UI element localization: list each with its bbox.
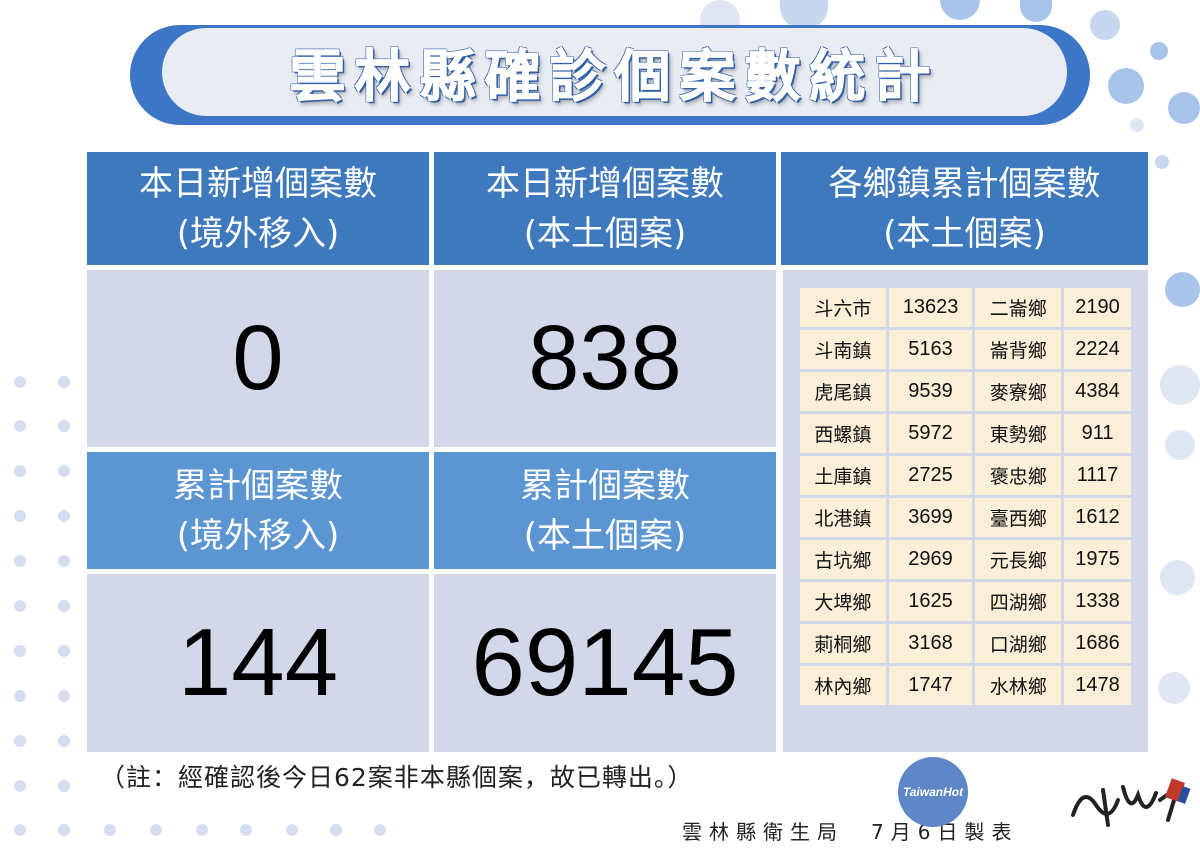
header-line: (境外移入) bbox=[176, 515, 340, 556]
township-name: 臺西鄉 bbox=[975, 498, 1062, 537]
note-text: （註：經確認後今日62案非本縣個案，故已轉出。） bbox=[100, 763, 694, 792]
township-row: 西螺鎮 5972 東勢鄉 911 bbox=[800, 414, 1131, 453]
header-line: 本日新增個案數 bbox=[486, 163, 724, 204]
township-row: 斗六市 13623 二崙鄉 2190 bbox=[800, 288, 1131, 327]
township-count: 5972 bbox=[888, 414, 973, 453]
decor-circle bbox=[1168, 92, 1200, 124]
township-name: 麥寮鄉 bbox=[975, 372, 1062, 411]
township-name: 大埤鄉 bbox=[800, 582, 886, 621]
township-count: 1686 bbox=[1064, 624, 1131, 663]
township-row: 大埤鄉 1625 四湖鄉 1338 bbox=[800, 582, 1131, 621]
township-name: 褒忠鄉 bbox=[975, 456, 1062, 495]
township-count: 3699 bbox=[888, 498, 973, 537]
decor-circle bbox=[1108, 68, 1144, 104]
header-line: (本土個案) bbox=[883, 213, 1046, 254]
decor-circle bbox=[1160, 560, 1195, 595]
page-title: 雲林縣確診個案數統計 bbox=[289, 44, 940, 110]
header-line: (境外移入) bbox=[176, 213, 340, 254]
township-name: 莿桐鄉 bbox=[800, 624, 886, 663]
township-name: 斗六市 bbox=[800, 288, 886, 327]
township-name: 東勢鄉 bbox=[975, 414, 1062, 453]
header-daily-imported: 本日新增個案數 (境外移入) bbox=[87, 152, 429, 265]
township-count: 911 bbox=[1064, 414, 1131, 453]
township-name: 北港鎮 bbox=[800, 498, 886, 537]
township-name: 斗南鎮 bbox=[800, 330, 886, 369]
value-total-imported: 144 bbox=[87, 574, 429, 752]
township-count: 1975 bbox=[1064, 540, 1131, 579]
township-count: 4384 bbox=[1064, 372, 1131, 411]
value-total-local: 69145 bbox=[434, 574, 776, 752]
township-count: 3168 bbox=[888, 624, 973, 663]
township-count: 2190 bbox=[1064, 288, 1131, 327]
value-daily-imported: 0 bbox=[87, 270, 429, 447]
header-line: (本土個案) bbox=[523, 515, 687, 556]
header-daily-local: 本日新增個案數 (本土個案) bbox=[434, 152, 776, 265]
footer-text: 雲林縣衛生局 7月6日製表 bbox=[682, 820, 1019, 844]
taiwanhot-logo: TaiwanHot bbox=[898, 757, 968, 827]
township-name: 土庫鎮 bbox=[800, 456, 886, 495]
township-count: 1478 bbox=[1064, 666, 1131, 705]
decor-circle bbox=[940, 0, 980, 20]
township-row: 林內鄉 1747 水林鄉 1478 bbox=[800, 666, 1131, 705]
township-count: 2725 bbox=[888, 456, 973, 495]
township-count: 1117 bbox=[1064, 456, 1131, 495]
value-daily-local: 838 bbox=[434, 270, 776, 447]
township-count: 1747 bbox=[888, 666, 973, 705]
decor-circle bbox=[1155, 155, 1169, 169]
decor-circle bbox=[1165, 430, 1195, 460]
township-row: 土庫鎮 2725 褒忠鄉 1117 bbox=[800, 456, 1131, 495]
decor-circle bbox=[1150, 42, 1168, 60]
township-name: 古坑鄉 bbox=[800, 540, 886, 579]
township-count: 9539 bbox=[888, 372, 973, 411]
township-name: 口湖鄉 bbox=[975, 624, 1062, 663]
township-count: 2224 bbox=[1064, 330, 1131, 369]
township-row: 莿桐鄉 3168 口湖鄉 1686 bbox=[800, 624, 1131, 663]
header-total-imported: 累計個案數 (境外移入) bbox=[87, 452, 429, 569]
township-row: 古坑鄉 2969 元長鄉 1975 bbox=[800, 540, 1131, 579]
header-line: 本日新增個案數 bbox=[139, 163, 377, 204]
township-name: 虎尾鎮 bbox=[800, 372, 886, 411]
township-name: 四湖鄉 bbox=[975, 582, 1062, 621]
township-row: 虎尾鎮 9539 麥寮鄉 4384 bbox=[800, 372, 1131, 411]
township-name: 西螺鎮 bbox=[800, 414, 886, 453]
signature-logo bbox=[1071, 778, 1191, 827]
header-total-local: 累計個案數 (本土個案) bbox=[434, 452, 776, 569]
township-row: 北港鎮 3699 臺西鄉 1612 bbox=[800, 498, 1131, 537]
township-count: 1338 bbox=[1064, 582, 1131, 621]
township-count: 1612 bbox=[1064, 498, 1131, 537]
township-count: 5163 bbox=[888, 330, 973, 369]
decor-circle bbox=[1020, 0, 1052, 22]
township-count: 2969 bbox=[888, 540, 973, 579]
decor-circle bbox=[1158, 672, 1190, 704]
decor-circle bbox=[1160, 365, 1200, 405]
township-table: 斗六市 13623 二崙鄉 2190 斗南鎮 5163 崙背鄉 2224 虎尾鎮 9539 麥寮鄉 4… bbox=[797, 285, 1134, 708]
header-line: 各鄉鎮累計個案數 bbox=[828, 163, 1101, 204]
decor-circle bbox=[1165, 272, 1200, 307]
title-inner: 雲林縣確診個案數統計 bbox=[162, 28, 1067, 116]
township-count: 13623 bbox=[888, 288, 973, 327]
township-name: 崙背鄉 bbox=[975, 330, 1062, 369]
decor-circle bbox=[1090, 10, 1120, 40]
township-name: 水林鄉 bbox=[975, 666, 1062, 705]
header-line: 累計個案數 bbox=[173, 465, 343, 506]
township-count: 1625 bbox=[888, 582, 973, 621]
township-name: 二崙鄉 bbox=[975, 288, 1062, 327]
township-row: 斗南鎮 5163 崙背鄉 2224 bbox=[800, 330, 1131, 369]
header-line: (本土個案) bbox=[523, 213, 687, 254]
decor-circle bbox=[1130, 118, 1144, 132]
township-name: 元長鄉 bbox=[975, 540, 1062, 579]
header-township-cumulative: 各鄉鎮累計個案數 (本土個案) bbox=[781, 152, 1148, 265]
header-line: 累計個案數 bbox=[520, 465, 690, 506]
township-name: 林內鄉 bbox=[800, 666, 886, 705]
